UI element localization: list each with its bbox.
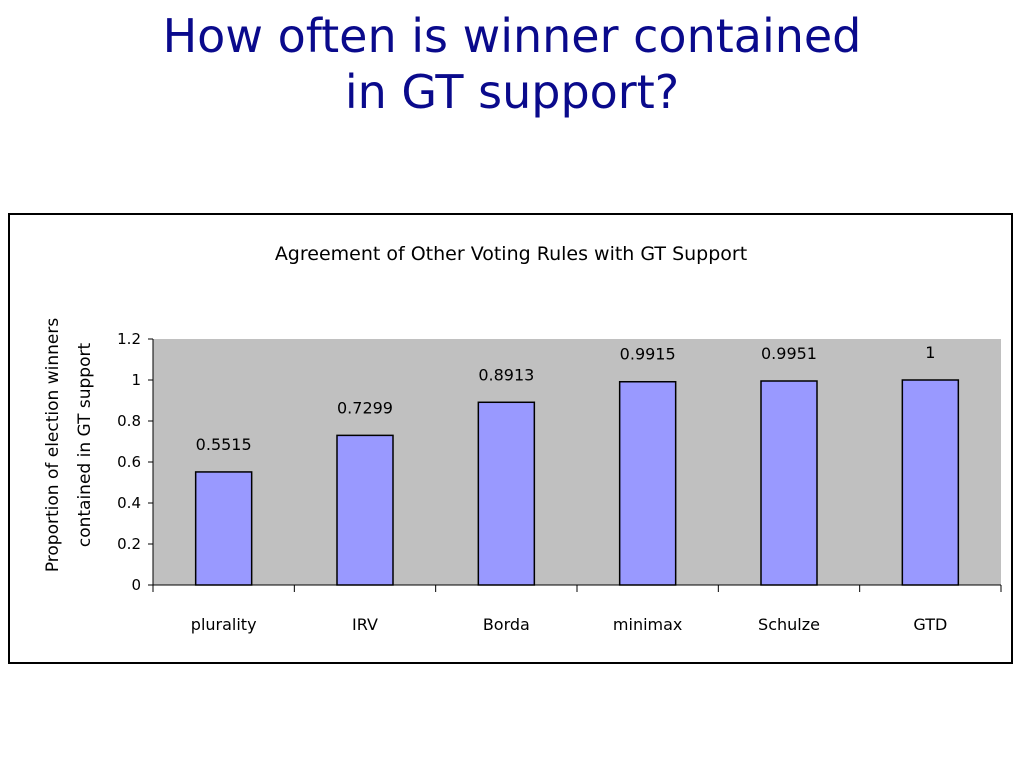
x-tick-label: minimax xyxy=(613,615,682,634)
bar-minimax xyxy=(618,380,677,586)
data-label: 0.5515 xyxy=(196,435,252,454)
plot-background xyxy=(153,339,1001,585)
slide-title-line2: in GT support? xyxy=(344,65,680,119)
chart-frame: Agreement of Other Voting Rules with GT … xyxy=(8,213,1013,664)
bar-plurality xyxy=(194,471,253,586)
plot-area: 0 0.2 0.4 0.6 0.8 1 1.2 0.5515 plurality 0.7299 IR… xyxy=(117,330,1002,634)
bar-schulze xyxy=(760,380,818,586)
y-axis-label-line1: Proportion of election winners xyxy=(43,318,63,572)
chart-title: Agreement of Other Voting Rules with GT … xyxy=(275,243,747,265)
y-tick-label: 0.2 xyxy=(117,535,141,553)
data-label: 0.7299 xyxy=(337,398,393,417)
bar-borda xyxy=(477,401,536,586)
y-tick-label: 1.2 xyxy=(117,330,141,348)
x-tick-label: Schulze xyxy=(758,615,820,634)
y-tick-label: 0.8 xyxy=(117,412,141,430)
bar-gtd xyxy=(901,379,960,586)
bar-irv xyxy=(336,434,394,586)
slide-title-line1: How often is winner contained xyxy=(162,9,862,63)
x-tick-label: GTD xyxy=(913,615,947,634)
x-tick-label: Borda xyxy=(483,615,530,634)
data-label: 0.8913 xyxy=(478,365,534,384)
data-label: 1 xyxy=(925,343,935,362)
x-tick-label: IRV xyxy=(352,615,378,634)
x-tick-label: plurality xyxy=(191,615,257,634)
y-tick-label: 1 xyxy=(131,371,141,389)
y-tick-label: 0.6 xyxy=(117,453,141,471)
y-axis-label: Proportion of election winners contained… xyxy=(43,318,95,572)
y-tick-label: 0 xyxy=(131,576,141,594)
data-label: 0.9951 xyxy=(761,344,817,363)
bar-chart: Agreement of Other Voting Rules with GT … xyxy=(43,243,1002,634)
y-tick-label: 0.4 xyxy=(117,494,141,512)
slide-title: How often is winner contained in GT supp… xyxy=(0,8,1024,120)
data-label: 0.9915 xyxy=(620,345,676,364)
y-axis-label-line2: contained in GT support xyxy=(75,343,95,548)
